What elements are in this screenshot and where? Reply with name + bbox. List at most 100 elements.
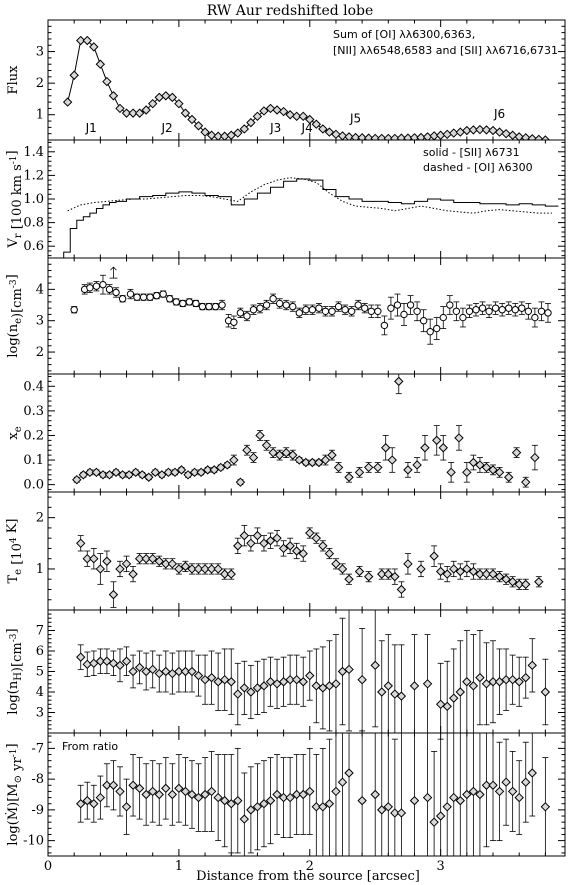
data-point	[242, 445, 252, 455]
data-point	[200, 564, 210, 574]
data-point	[174, 783, 184, 794]
y-tick-label: 4	[36, 282, 44, 297]
data-point	[78, 470, 89, 480]
data-point	[265, 103, 276, 114]
data-point	[236, 309, 245, 317]
panel-xe: 0.0 0.1 0.2 0.3 0.4 xe	[6, 373, 566, 493]
y-tick-label: 1	[36, 562, 44, 577]
data-point	[449, 564, 459, 574]
data-point	[95, 792, 106, 803]
data-point	[72, 475, 82, 485]
data-point	[324, 127, 335, 137]
y-tick-label: -8	[31, 772, 44, 787]
upper-limit-arrowhead	[110, 266, 117, 271]
data-point	[393, 301, 402, 309]
data-point	[163, 467, 174, 478]
data-point	[82, 35, 92, 46]
data-point	[433, 324, 441, 333]
data-point	[272, 533, 282, 543]
data-point	[337, 777, 348, 787]
y-tick-label: 2	[36, 76, 44, 91]
y-axis-label: xe	[6, 426, 24, 439]
data-point	[115, 786, 125, 797]
data-point	[327, 450, 337, 460]
data-point	[409, 795, 420, 806]
data-point	[213, 131, 223, 140]
data-point	[141, 789, 151, 800]
data-point	[305, 114, 315, 125]
jet-label: J6	[493, 107, 505, 121]
data-point	[314, 457, 324, 468]
data-point	[422, 679, 433, 689]
y-axis-label: log(nH)[cm-3]	[5, 628, 25, 714]
data-point	[265, 536, 276, 546]
data-point	[115, 660, 125, 671]
y-axis-label-part: V	[6, 238, 21, 249]
data-point	[308, 306, 317, 314]
jet-label: J2	[161, 121, 173, 135]
data-point	[494, 571, 505, 582]
data-point	[256, 304, 264, 312]
data-point	[387, 455, 397, 465]
data-point	[390, 571, 400, 582]
data-point	[89, 42, 99, 52]
y-axis-label: log(Ṁ)[M⊙ yr-1]	[4, 743, 25, 845]
series-line-sii	[63, 178, 559, 258]
data-point	[494, 127, 505, 137]
data-point	[491, 304, 500, 312]
data-point	[239, 683, 250, 693]
data-point	[117, 470, 128, 480]
y-axis-label-part: ]	[5, 743, 20, 748]
data-point	[161, 783, 171, 794]
y-axis-label: log(ne)[cm-3]	[5, 274, 25, 357]
data-point	[268, 447, 278, 458]
data-point	[377, 133, 387, 140]
data-point	[95, 656, 106, 666]
data-point	[439, 313, 447, 322]
data-point	[134, 553, 145, 564]
data-point	[141, 105, 151, 115]
y-tick-label: -9	[31, 803, 44, 818]
data-point	[311, 119, 322, 129]
data-point	[294, 455, 305, 465]
data-point	[468, 681, 479, 691]
y-axis-label-part: ]	[5, 628, 20, 633]
data-point	[246, 538, 256, 549]
data-point	[455, 795, 465, 806]
panel-mdot: -10 -9 -8 -7 log(Ṁ)[M⊙ yr-1] From ratio	[4, 732, 566, 857]
data-point	[108, 91, 119, 101]
data-point	[429, 817, 439, 827]
y-axis-label-part: )[M	[6, 783, 21, 806]
data-point	[159, 290, 167, 298]
jet-label: J5	[349, 112, 361, 126]
y-axis-label-part: x	[6, 432, 21, 440]
data-point	[193, 121, 204, 131]
data-point	[198, 302, 207, 311]
data-point	[403, 133, 413, 140]
panel-annotation: [NII] λλ6548,6583 and [SII] λλ6716,6731	[333, 44, 558, 57]
y-axis-label-part: -3	[9, 279, 19, 288]
data-point	[285, 674, 295, 685]
data-point	[416, 564, 426, 574]
y-tick-label: 6	[36, 644, 44, 659]
data-point	[534, 577, 544, 587]
data-point	[226, 130, 236, 140]
data-point	[514, 677, 524, 687]
data-point	[148, 786, 158, 797]
data-point	[454, 433, 464, 443]
panel-annotation: Sum of [OI] λλ6300,6363,	[333, 28, 475, 41]
data-point	[213, 792, 223, 803]
data-point	[265, 795, 276, 806]
y-axis-label: Flux	[6, 65, 21, 95]
y-tick-label: 7	[36, 624, 44, 639]
data-point	[134, 783, 145, 794]
data-point	[518, 304, 526, 312]
data-point	[501, 128, 511, 139]
data-point	[285, 541, 295, 551]
data-point	[363, 462, 374, 473]
panel-frame	[47, 491, 566, 611]
data-point	[361, 304, 369, 312]
data-point	[403, 465, 413, 475]
y-tick-label: 3	[36, 45, 44, 60]
data-point	[108, 780, 119, 790]
